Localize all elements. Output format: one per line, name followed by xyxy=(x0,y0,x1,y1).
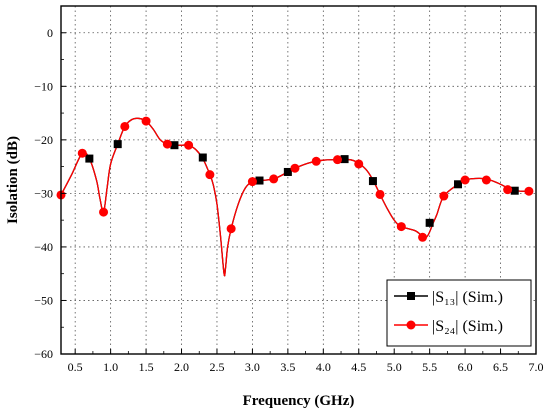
data-point-s13 xyxy=(255,176,264,185)
data-point-s24 xyxy=(332,155,342,165)
data-point-s24 xyxy=(141,116,151,126)
data-point-s24 xyxy=(375,189,385,199)
x-tick-labels: 0.5 1.0 1.5 2.0 2.5 3.0 3.5 4.0 4.5 5.0 5.5 6.0 6.5 7… xyxy=(68,360,544,374)
data-point-s24 xyxy=(120,121,130,131)
legend-entry-s24: |S₂₄| (Sim.) xyxy=(394,318,503,335)
legend-label-s24: |S₂₄| (Sim.) xyxy=(432,318,503,335)
legend-marker-circle xyxy=(406,320,416,330)
data-point-s24 xyxy=(205,170,215,180)
data-point-s24 xyxy=(77,148,87,158)
legend-box xyxy=(386,279,532,347)
data-point-s13 xyxy=(85,154,94,163)
legend: |S₁₃| (Sim.) |S₂₄| (Sim.) xyxy=(386,279,532,347)
data-point-s24 xyxy=(269,174,279,184)
data-point-s24 xyxy=(460,175,470,185)
data-point-s24 xyxy=(290,163,300,173)
data-point-s13 xyxy=(425,218,434,227)
data-point-s24 xyxy=(247,177,257,187)
y-tick-label: −20 xyxy=(34,133,53,147)
data-point-s13 xyxy=(454,180,463,189)
x-tick-label: 5.0 xyxy=(387,360,402,374)
legend-label-s13: |S₁₃| (Sim.) xyxy=(432,289,503,306)
y-tick-label: −40 xyxy=(34,240,53,254)
data-point-s24 xyxy=(396,222,406,232)
x-tick-label: 6.5 xyxy=(493,360,508,374)
x-axis-title: Frequency (GHz) xyxy=(243,393,355,409)
marker-layer xyxy=(56,116,534,242)
data-point-s13 xyxy=(283,167,292,176)
y-tick-label: 0 xyxy=(47,26,53,40)
x-tick-label: 4.0 xyxy=(316,360,331,374)
data-point-s24 xyxy=(311,156,321,166)
data-point-s13 xyxy=(368,177,377,186)
x-tick-label: 7.0 xyxy=(529,360,544,374)
data-point-s13 xyxy=(340,155,349,164)
data-point-s24 xyxy=(503,185,513,195)
x-tick-label: 3.5 xyxy=(280,360,295,374)
data-point-s24 xyxy=(162,139,172,149)
x-tick-label: 3.0 xyxy=(245,360,260,374)
x-tick-label: 0.5 xyxy=(68,360,83,374)
x-tick-label: 6.0 xyxy=(458,360,473,374)
data-point-s13 xyxy=(198,153,207,162)
data-point-s24 xyxy=(226,224,236,234)
plot-frame xyxy=(60,5,537,355)
data-point-s24 xyxy=(439,191,449,201)
y-tick-labels: 0 −10 −20 −30 −40 −50 −60 xyxy=(34,26,53,361)
x-tick-label: 2.5 xyxy=(209,360,224,374)
x-tick-label: 2.0 xyxy=(174,360,189,374)
y-tick-label: −30 xyxy=(34,186,53,200)
y-tick-label: −50 xyxy=(34,293,53,307)
y-tick-label: −60 xyxy=(34,347,53,361)
legend-marker-square xyxy=(407,292,415,300)
data-point-s24 xyxy=(481,175,491,185)
y-axis-title: Isolation (dB) xyxy=(5,136,21,224)
data-point-s24 xyxy=(354,159,364,169)
data-point-s24 xyxy=(184,140,194,150)
data-point-s24 xyxy=(524,186,534,196)
data-point-s13 xyxy=(510,186,519,195)
data-point-s13 xyxy=(113,140,122,149)
x-tick-label: 1.5 xyxy=(139,360,154,374)
data-point-s24 xyxy=(99,207,109,217)
axis-ticks xyxy=(61,32,537,355)
y-tick-label: −10 xyxy=(34,79,53,93)
x-tick-label: 5.5 xyxy=(422,360,437,374)
data-point-s24 xyxy=(418,232,428,242)
legend-entry-s13: |S₁₃| (Sim.) xyxy=(394,289,503,306)
x-tick-label: 1.0 xyxy=(103,360,118,374)
data-point-s13 xyxy=(170,141,179,150)
x-tick-label: 4.5 xyxy=(351,360,366,374)
